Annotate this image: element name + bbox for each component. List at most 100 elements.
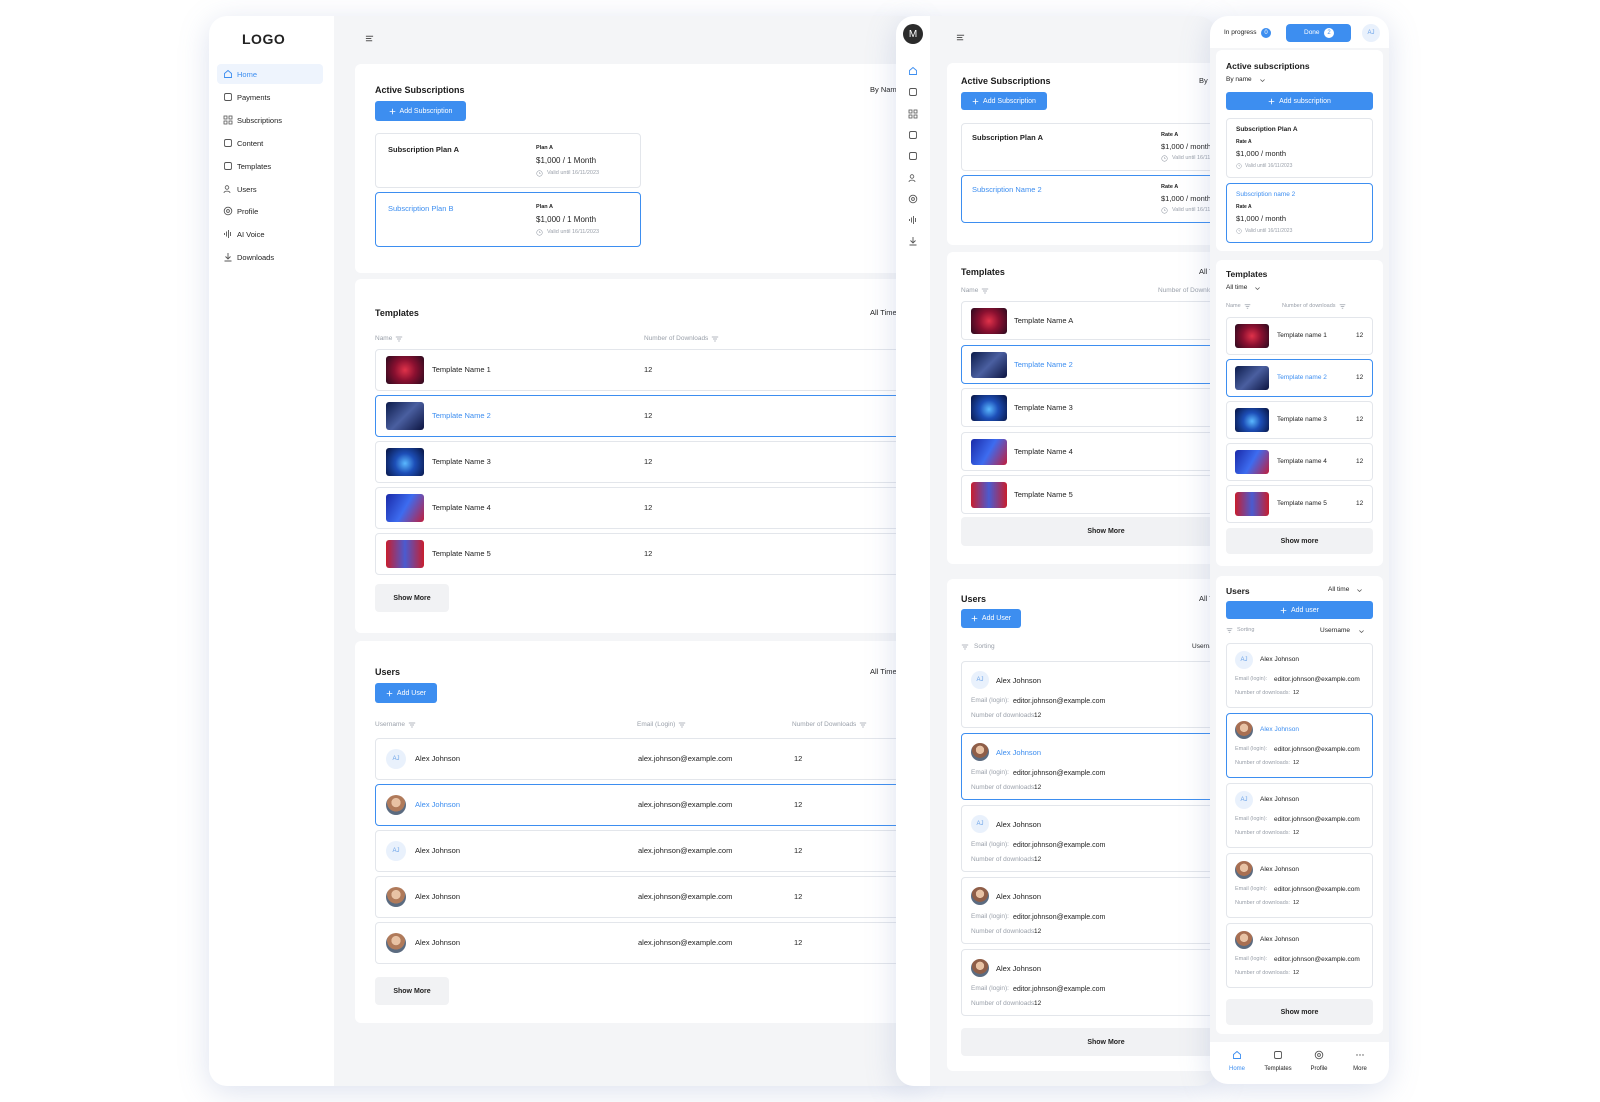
nav-item[interactable]: Home (217, 64, 323, 84)
template-row[interactable]: Template name 1 12 (1226, 317, 1373, 355)
user-row[interactable]: Alex Johnson alex.johnson@example.com 12 (375, 922, 919, 964)
nav-item[interactable]: Content (217, 133, 323, 153)
subscription-card[interactable]: Subscription name 2 Rate A $1,000 / month V… (1226, 183, 1373, 243)
nav-icon-button[interactable] (905, 148, 921, 164)
template-row[interactable]: Template Name 2 12 (375, 395, 919, 437)
column-header[interactable]: Number of downloads (1282, 303, 1336, 309)
template-row[interactable]: Template Name 2 (961, 344, 1216, 384)
filter[interactable]: By name (1226, 76, 1252, 83)
avatar[interactable]: AJ (1362, 24, 1380, 42)
nav-icon-button[interactable] (905, 63, 921, 79)
template-row[interactable]: Template Name 5 12 (375, 533, 919, 575)
nav-icon-button[interactable] (905, 106, 921, 122)
user-card[interactable]: Alex Johnson Email (login): editor.johnson… (961, 733, 1216, 800)
user-card[interactable]: Alex Johnson Email (login): editor.johnson… (961, 949, 1216, 1016)
add-button[interactable]: Add user (1226, 601, 1373, 619)
template-row[interactable]: Template name 5 12 (1226, 485, 1373, 523)
add-button[interactable]: Add Subscription (961, 92, 1047, 110)
nav-item[interactable]: Payments (217, 87, 323, 107)
nav-item[interactable]: Downloads (217, 247, 323, 267)
template-row[interactable]: Template Name 4 12 (375, 487, 919, 529)
show-more[interactable]: Show More (961, 517, 1216, 546)
filter[interactable]: Username (1320, 627, 1350, 634)
template-row[interactable]: Template name 2 12 (1226, 359, 1373, 397)
filter[interactable]: All time (1226, 284, 1248, 291)
sort-label[interactable]: By Name (870, 85, 901, 94)
gear-icon (908, 194, 918, 204)
nav-icon-button[interactable] (905, 212, 921, 228)
filter[interactable]: All Time (870, 667, 897, 676)
nav-icon-button[interactable] (905, 170, 921, 186)
section-title: Active Subscriptions (375, 85, 465, 95)
sort-label[interactable]: By Name (1199, 76, 1216, 85)
add-button[interactable]: Add User (375, 683, 437, 703)
user-card[interactable]: AJ Alex Johnson Email (login): editor.johns… (1226, 783, 1373, 848)
column-header[interactable]: Name (375, 335, 393, 342)
user-card[interactable]: Alex Johnson Email (login): editor.johnson… (1226, 853, 1373, 918)
gear-icon (1314, 1050, 1324, 1060)
subscription-card[interactable]: Subscription Plan A Plan A $1,000 / 1 Mont… (375, 133, 641, 188)
template-row[interactable]: Template Name 5 (961, 475, 1216, 514)
downloads: 12 (1356, 458, 1364, 465)
template-row[interactable]: Template Name 3 12 (375, 441, 919, 483)
user-card[interactable]: Alex Johnson Email (login): editor.johnson… (1226, 713, 1373, 778)
filter[interactable]: All Time (870, 308, 897, 317)
add-button[interactable]: Add User (961, 609, 1021, 628)
nav-icon-button[interactable] (905, 233, 921, 249)
subscription-card[interactable]: Subscription Plan A Rate A $1,000 / month V… (961, 123, 1216, 171)
nav-icon-button[interactable] (905, 84, 921, 100)
nav-item[interactable]: Profile (217, 201, 323, 221)
nav-item[interactable]: AI Voice (217, 224, 323, 244)
nav-item[interactable]: Templates (217, 156, 323, 176)
bottom-nav-item[interactable]: Home (1217, 1046, 1257, 1078)
show-more[interactable]: Show More (961, 1028, 1216, 1056)
show-more[interactable]: Show more (1226, 999, 1373, 1025)
user-row[interactable]: AJ Alex Johnson alex.johnson@example.com 12 (375, 830, 919, 872)
show-more[interactable]: Show more (1226, 528, 1373, 554)
nav-icon-button[interactable] (905, 127, 921, 143)
filter[interactable]: All Time (1199, 267, 1216, 276)
add-button[interactable]: Add Subscription (375, 101, 466, 121)
template-row[interactable]: Template Name 4 (961, 431, 1216, 471)
bottom-nav-item[interactable]: Templates (1258, 1046, 1298, 1078)
column-header[interactable]: Name (1226, 303, 1241, 309)
show-more[interactable]: Show More (375, 977, 449, 1005)
user-card[interactable]: AJ Alex Johnson Email (login): editor.johns… (961, 661, 1216, 728)
user-row[interactable]: Alex Johnson alex.johnson@example.com 12 (375, 876, 919, 918)
column-header[interactable]: Number of Downloads (644, 335, 709, 342)
user-row[interactable]: Alex Johnson alex.johnson@example.com 12 (375, 784, 919, 826)
subscription-card[interactable]: Subscription Plan A Rate A $1,000 / month V… (1226, 118, 1373, 178)
add-button[interactable]: Add subscription (1226, 92, 1373, 110)
bottom-nav-item[interactable]: More (1340, 1046, 1380, 1078)
column-header[interactable]: Number of Downloads (1158, 287, 1216, 294)
status-tab[interactable]: In progress 0 (1218, 24, 1280, 42)
filter[interactable]: All Time (1199, 594, 1216, 603)
template-row[interactable]: Template name 3 12 (1226, 401, 1373, 439)
user-card[interactable]: Alex Johnson Email (login): editor.johnson… (961, 877, 1216, 944)
status-tab[interactable]: Done 2 (1286, 24, 1351, 42)
subscription-card[interactable]: Subscription Name 2 Rate A $1,000 / month V… (961, 175, 1216, 223)
template-row[interactable]: Template Name A (961, 301, 1216, 340)
user-card[interactable]: Alex Johnson Email (login): editor.johnson… (1226, 923, 1373, 988)
bottom-nav-item[interactable]: Profile (1299, 1046, 1339, 1078)
nav-icon-button[interactable] (905, 191, 921, 207)
column-header[interactable]: Name (961, 287, 979, 294)
subscription-card[interactable]: Subscription Plan B Plan A $1,000 / 1 Mont… (375, 192, 641, 247)
nav-item[interactable]: Subscriptions (217, 110, 323, 130)
sorting-label[interactable]: Sorting (974, 643, 995, 650)
column-header[interactable]: Number of Downloads (792, 721, 857, 728)
template-row[interactable]: Template Name 1 12 (375, 349, 919, 391)
user-card[interactable]: AJ Alex Johnson Email (login): editor.johns… (1226, 643, 1373, 708)
sort-by[interactable]: Username (1192, 643, 1216, 650)
template-row[interactable]: Template Name 3 (961, 388, 1216, 427)
user-card[interactable]: AJ Alex Johnson Email (login): editor.johns… (961, 805, 1216, 872)
show-more[interactable]: Show More (375, 584, 449, 612)
column-header[interactable]: Username (375, 721, 405, 728)
column-header[interactable]: Email (Login) (637, 721, 676, 728)
sorting-label[interactable]: Sorting (1237, 627, 1255, 633)
user-row[interactable]: AJ Alex Johnson alex.johnson@example.com 12 (375, 738, 919, 780)
template-row[interactable]: Template name 4 12 (1226, 443, 1373, 481)
bottom-nav-label: Templates (1264, 1066, 1292, 1072)
nav-item[interactable]: Users (217, 179, 323, 199)
filter[interactable]: All time (1328, 586, 1350, 593)
